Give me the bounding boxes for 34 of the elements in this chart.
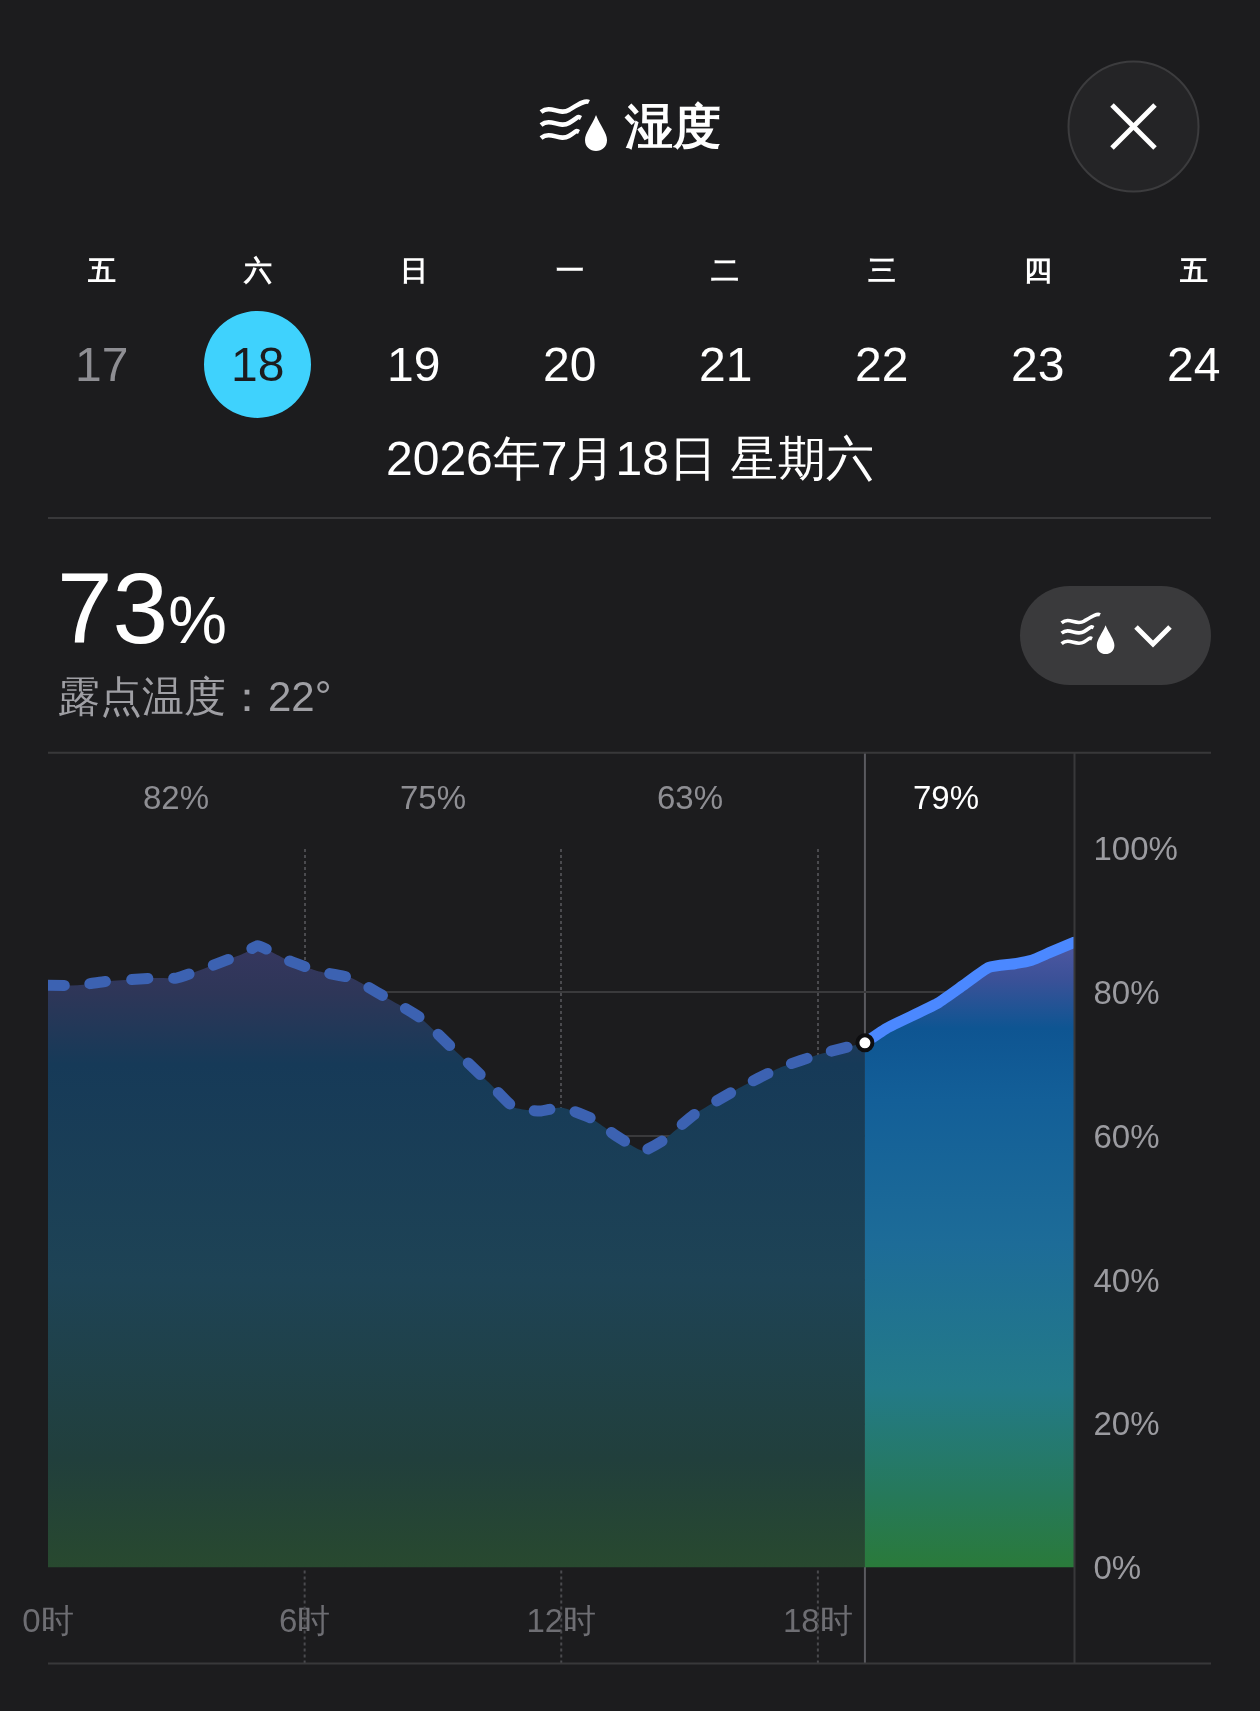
text: 24 (1167, 338, 1221, 391)
text: 79% (913, 779, 980, 816)
text: 二 (711, 255, 739, 286)
text: 82% (143, 779, 210, 816)
text: 五 (87, 255, 116, 286)
chart-subtitle: 2026年7月18日 星期六 (386, 432, 875, 485)
text: 63% (657, 779, 724, 816)
text: 露点温度：22° (58, 673, 332, 720)
y-tick-label: 60% (1093, 1117, 1160, 1155)
text: 六 (243, 255, 272, 286)
text: 73% (57, 552, 227, 664)
y-tick-label: 100% (1093, 830, 1178, 868)
text: 日 (400, 255, 428, 286)
text: 四 (1024, 255, 1052, 286)
x-tick-label: 12时 (526, 1601, 597, 1639)
text: 三 (868, 255, 896, 286)
x-tick-label: 0时 (22, 1601, 74, 1639)
text: 22 (855, 338, 909, 391)
text: 一 (556, 255, 584, 286)
text: 21 (699, 338, 753, 391)
text: 17 (75, 338, 129, 391)
y-tick-label: 80% (1093, 974, 1160, 1012)
x-tick-label: 18时 (783, 1601, 853, 1639)
y-tick-label: 40% (1093, 1261, 1160, 1299)
text: 23 (1011, 338, 1065, 391)
text: 五 (1179, 255, 1208, 286)
text: 75% (400, 779, 467, 816)
x-tick-label: 6时 (278, 1601, 331, 1639)
chart-title: 湿度 (624, 100, 721, 154)
y-tick-label: 20% (1093, 1405, 1160, 1443)
text: 19 (387, 338, 441, 391)
text: 18 (231, 338, 285, 391)
text: 20 (543, 338, 597, 391)
y-tick-label: 0% (1093, 1549, 1142, 1587)
